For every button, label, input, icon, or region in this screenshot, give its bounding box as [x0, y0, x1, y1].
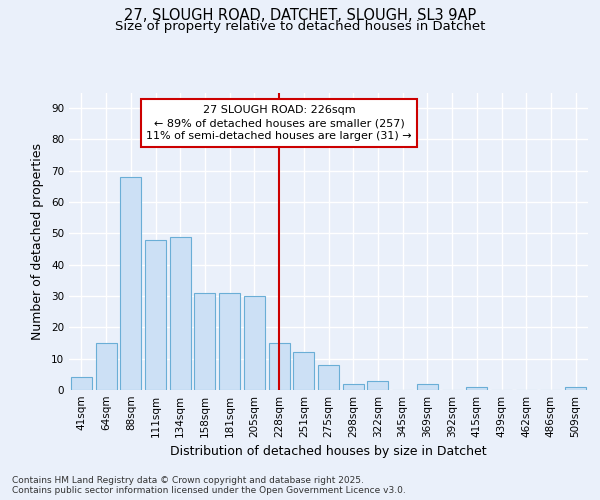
Text: Contains HM Land Registry data © Crown copyright and database right 2025.
Contai: Contains HM Land Registry data © Crown c… [12, 476, 406, 495]
Text: 27, SLOUGH ROAD, DATCHET, SLOUGH, SL3 9AP: 27, SLOUGH ROAD, DATCHET, SLOUGH, SL3 9A… [124, 8, 476, 22]
Text: Size of property relative to detached houses in Datchet: Size of property relative to detached ho… [115, 20, 485, 33]
Bar [219, 293, 240, 390]
Bar [120, 177, 141, 390]
Bar [343, 384, 364, 390]
Bar [170, 236, 191, 390]
Bar [318, 365, 339, 390]
Bar [71, 378, 92, 390]
Bar [95, 343, 116, 390]
Bar [466, 387, 487, 390]
Bar [244, 296, 265, 390]
Y-axis label: Number of detached properties: Number of detached properties [31, 143, 44, 340]
Bar [565, 387, 586, 390]
X-axis label: Distribution of detached houses by size in Datchet: Distribution of detached houses by size … [170, 446, 487, 458]
Bar [269, 343, 290, 390]
Bar [194, 293, 215, 390]
Bar [145, 240, 166, 390]
Bar [367, 380, 388, 390]
Text: 27 SLOUGH ROAD: 226sqm
← 89% of detached houses are smaller (257)
11% of semi-de: 27 SLOUGH ROAD: 226sqm ← 89% of detached… [146, 105, 412, 142]
Bar [417, 384, 438, 390]
Bar [293, 352, 314, 390]
